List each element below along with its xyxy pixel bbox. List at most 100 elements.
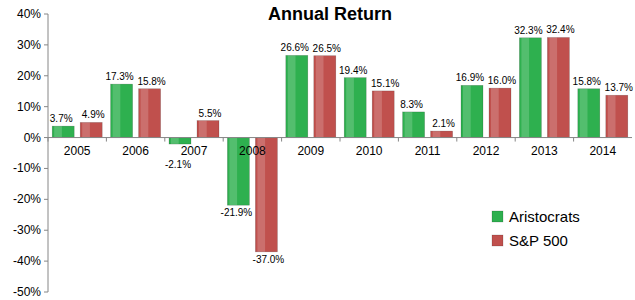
data-label: 32.4% bbox=[546, 24, 574, 35]
data-label: 26.5% bbox=[313, 43, 341, 54]
x-tick bbox=[456, 138, 457, 142]
bars bbox=[52, 37, 628, 251]
bar bbox=[372, 91, 394, 138]
y-tick-label: 40% bbox=[17, 7, 41, 21]
x-tick-label: 2006 bbox=[122, 144, 149, 158]
bar bbox=[52, 126, 74, 137]
data-label: 15.1% bbox=[371, 78, 399, 89]
y-tick-label: 0% bbox=[24, 131, 42, 145]
bar-highlight bbox=[374, 91, 382, 138]
legend-label: S&P 500 bbox=[509, 232, 568, 249]
bar-highlight bbox=[113, 84, 121, 137]
y-tick bbox=[44, 14, 48, 15]
data-label: -2.1% bbox=[165, 159, 191, 170]
bar-highlight bbox=[405, 112, 413, 138]
data-label: 17.3% bbox=[105, 71, 133, 82]
y-tick bbox=[44, 106, 48, 107]
data-label: 19.4% bbox=[339, 65, 367, 76]
legend: Aristocrats S&P 500 bbox=[492, 208, 580, 249]
y-tick bbox=[44, 44, 48, 45]
y-tick-label: -30% bbox=[13, 223, 41, 237]
bar bbox=[111, 84, 133, 137]
bar-highlight bbox=[608, 95, 616, 137]
x-tick bbox=[573, 138, 574, 142]
x-tick bbox=[515, 138, 516, 142]
x-tick bbox=[398, 138, 399, 142]
bar-highlight bbox=[229, 138, 237, 206]
x-tick-label: 2010 bbox=[356, 144, 383, 158]
data-label: 2.1% bbox=[432, 118, 455, 129]
bar bbox=[314, 56, 336, 138]
bar bbox=[519, 38, 541, 138]
data-label: 16.9% bbox=[456, 72, 484, 83]
y-axis bbox=[48, 14, 49, 292]
legend-label: Aristocrats bbox=[509, 208, 580, 225]
x-tick-label: 2014 bbox=[589, 144, 616, 158]
bar bbox=[578, 89, 600, 138]
legend-swatch bbox=[492, 211, 503, 222]
bar-highlight bbox=[433, 131, 441, 137]
bar bbox=[197, 121, 219, 138]
data-label: 4.9% bbox=[82, 109, 105, 120]
y-tick-label: 10% bbox=[17, 100, 41, 114]
bar-highlight bbox=[141, 89, 149, 138]
bar bbox=[139, 89, 161, 138]
bar bbox=[403, 112, 425, 138]
bar bbox=[431, 131, 453, 137]
x-tick bbox=[164, 138, 165, 142]
bar-highlight bbox=[316, 56, 324, 138]
data-label: 26.6% bbox=[281, 42, 309, 53]
bar-highlight bbox=[199, 121, 207, 138]
chart: Annual Return -50% -40% -30% -20% -10% 0% 10% 20… bbox=[0, 0, 635, 300]
y-tick bbox=[44, 261, 48, 262]
data-label: 16.0% bbox=[488, 75, 516, 86]
y-tick bbox=[44, 292, 48, 293]
bar-highlight bbox=[521, 38, 529, 138]
x-tick bbox=[281, 138, 282, 142]
bar-highlight bbox=[288, 55, 296, 137]
y-tick-label: -20% bbox=[13, 192, 41, 206]
bar-highlight bbox=[463, 85, 471, 137]
bar-highlight bbox=[549, 37, 557, 137]
x-tick-label: 2008 bbox=[239, 144, 266, 158]
x-tick-label: 2005 bbox=[64, 144, 91, 158]
data-label: 3.7% bbox=[50, 113, 73, 124]
data-label: 5.5% bbox=[199, 108, 222, 119]
x-tick-label: 2011 bbox=[415, 144, 441, 158]
y-tick-label: -10% bbox=[13, 161, 41, 175]
bar bbox=[606, 95, 628, 137]
y-tick-label: 20% bbox=[17, 69, 41, 83]
y-tick bbox=[44, 230, 48, 231]
x-tick bbox=[223, 138, 224, 142]
bar-highlight bbox=[491, 88, 499, 137]
data-label: 8.3% bbox=[400, 99, 423, 110]
data-label: 13.7% bbox=[605, 82, 633, 93]
bar-highlight bbox=[82, 122, 90, 137]
x-tick-label: 2009 bbox=[297, 144, 324, 158]
bar-highlight bbox=[580, 89, 588, 138]
y-tick bbox=[44, 75, 48, 76]
bar-highlight bbox=[171, 138, 179, 144]
legend-swatch bbox=[492, 235, 503, 246]
bar bbox=[286, 55, 308, 137]
title: Annual Return bbox=[268, 4, 392, 24]
y-tick bbox=[44, 199, 48, 200]
x-tick bbox=[340, 138, 341, 142]
y-tick-label: -40% bbox=[13, 254, 41, 268]
x-tick-label: 2012 bbox=[473, 144, 500, 158]
bar bbox=[489, 88, 511, 137]
y-tick bbox=[44, 137, 48, 138]
bar bbox=[344, 78, 366, 138]
y-tick-label: -50% bbox=[13, 285, 41, 299]
bar bbox=[547, 37, 569, 137]
y-tick bbox=[44, 168, 48, 169]
x-tick-label: 2007 bbox=[181, 144, 208, 158]
data-label: 32.3% bbox=[514, 25, 542, 36]
bar-highlight bbox=[54, 126, 62, 137]
x-tick-label: 2013 bbox=[531, 144, 558, 158]
data-label: 15.8% bbox=[573, 76, 601, 87]
bar bbox=[461, 85, 483, 137]
data-labels: 3.7%17.3%-2.1%-21.9%26.6%19.4%8.3%16.9%3… bbox=[50, 24, 633, 264]
x-tick bbox=[48, 138, 49, 142]
data-label: 15.8% bbox=[137, 76, 165, 87]
